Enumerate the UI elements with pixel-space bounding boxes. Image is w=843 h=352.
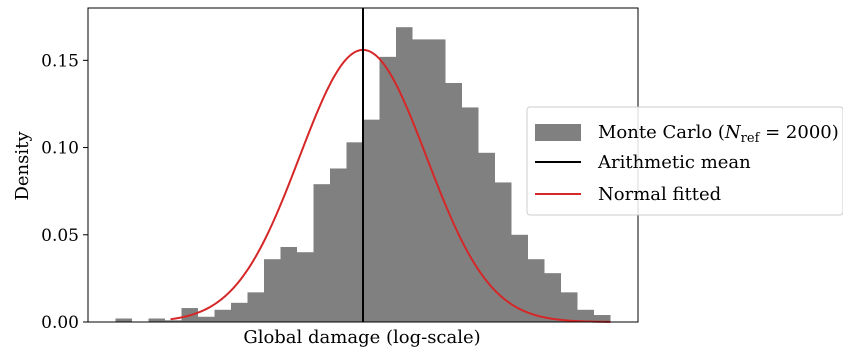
histogram-bar	[214, 309, 231, 322]
y-tick-label: 0.10	[41, 139, 79, 159]
histogram-bar	[412, 39, 429, 323]
legend-swatch-monte-carlo	[535, 124, 581, 141]
histogram-bar	[445, 83, 462, 322]
histogram-bar	[165, 320, 182, 322]
histogram-bar	[379, 56, 396, 322]
histogram-bar	[544, 273, 561, 322]
histogram-bar	[280, 246, 297, 322]
histogram-bar	[148, 318, 165, 322]
histogram-bar	[330, 168, 347, 322]
histogram-bar	[528, 259, 545, 322]
legend-label-monte-carlo: Monte Carlo (Nref = 2000)	[598, 122, 839, 146]
histogram-bar	[594, 315, 611, 322]
histogram-bar	[462, 107, 479, 322]
histogram-bar	[313, 184, 330, 322]
normal-fit-curve	[170, 48, 611, 323]
histogram-bar	[198, 316, 215, 322]
y-tick-label: 0.15	[41, 51, 79, 71]
histogram-bar	[247, 292, 264, 322]
histogram-bar	[297, 252, 314, 322]
legend-label-mean: Arithmetic mean	[597, 152, 751, 173]
histogram-bar	[346, 142, 363, 322]
y-tick-label: 0.05	[41, 226, 79, 246]
y-axis-ticks: 0.00 0.05 0.10 0.15	[41, 51, 88, 333]
histogram-bar	[478, 152, 495, 322]
histogram-bar	[264, 259, 281, 322]
histogram-bar	[115, 318, 132, 322]
histogram-bar	[495, 182, 512, 322]
legend-label-normal-fit: Normal fitted	[598, 184, 721, 205]
y-tick-label: 0.00	[41, 313, 79, 333]
histogram-bar	[511, 234, 528, 322]
histogram-bar	[561, 292, 578, 322]
legend: Monte Carlo (Nref = 2000) Arithmetic mea…	[526, 106, 843, 216]
x-axis-label: Global damage (log-scale)	[243, 327, 480, 348]
legend-box	[526, 106, 843, 216]
histogram-bar	[363, 119, 380, 323]
histogram-bar	[231, 302, 248, 322]
histogram-bar	[396, 27, 413, 322]
y-axis-label: Density	[12, 131, 33, 201]
histogram-bar	[577, 309, 594, 322]
histogram-bar	[429, 39, 446, 323]
histogram-bars	[115, 27, 611, 323]
